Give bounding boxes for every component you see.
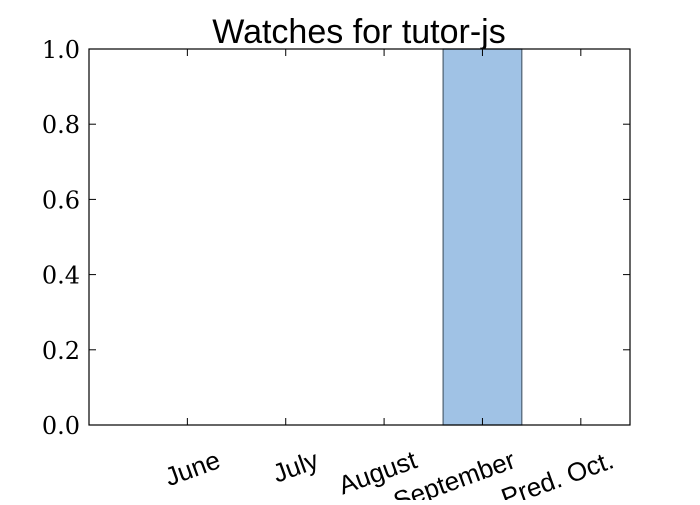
ytick-label: 0.6 <box>42 186 80 214</box>
y-axis-tick-labels: 0.0 0.2 0.4 0.6 0.8 1.0 <box>42 36 80 440</box>
ytick-label: 0.4 <box>42 262 80 290</box>
ticks-group <box>89 48 630 426</box>
chart-title: Watches for tutor-js <box>212 13 505 51</box>
ytick-label: 1.0 <box>42 36 80 64</box>
plot-frame <box>88 48 631 426</box>
bars-group <box>442 48 523 426</box>
xtick-label: June <box>161 444 224 491</box>
xtick-label: July <box>269 444 323 488</box>
ytick-label: 0.2 <box>42 337 80 365</box>
bar-september <box>442 48 523 426</box>
ytick-label: 0.8 <box>42 111 80 139</box>
ytick-label: 0.0 <box>42 412 80 440</box>
